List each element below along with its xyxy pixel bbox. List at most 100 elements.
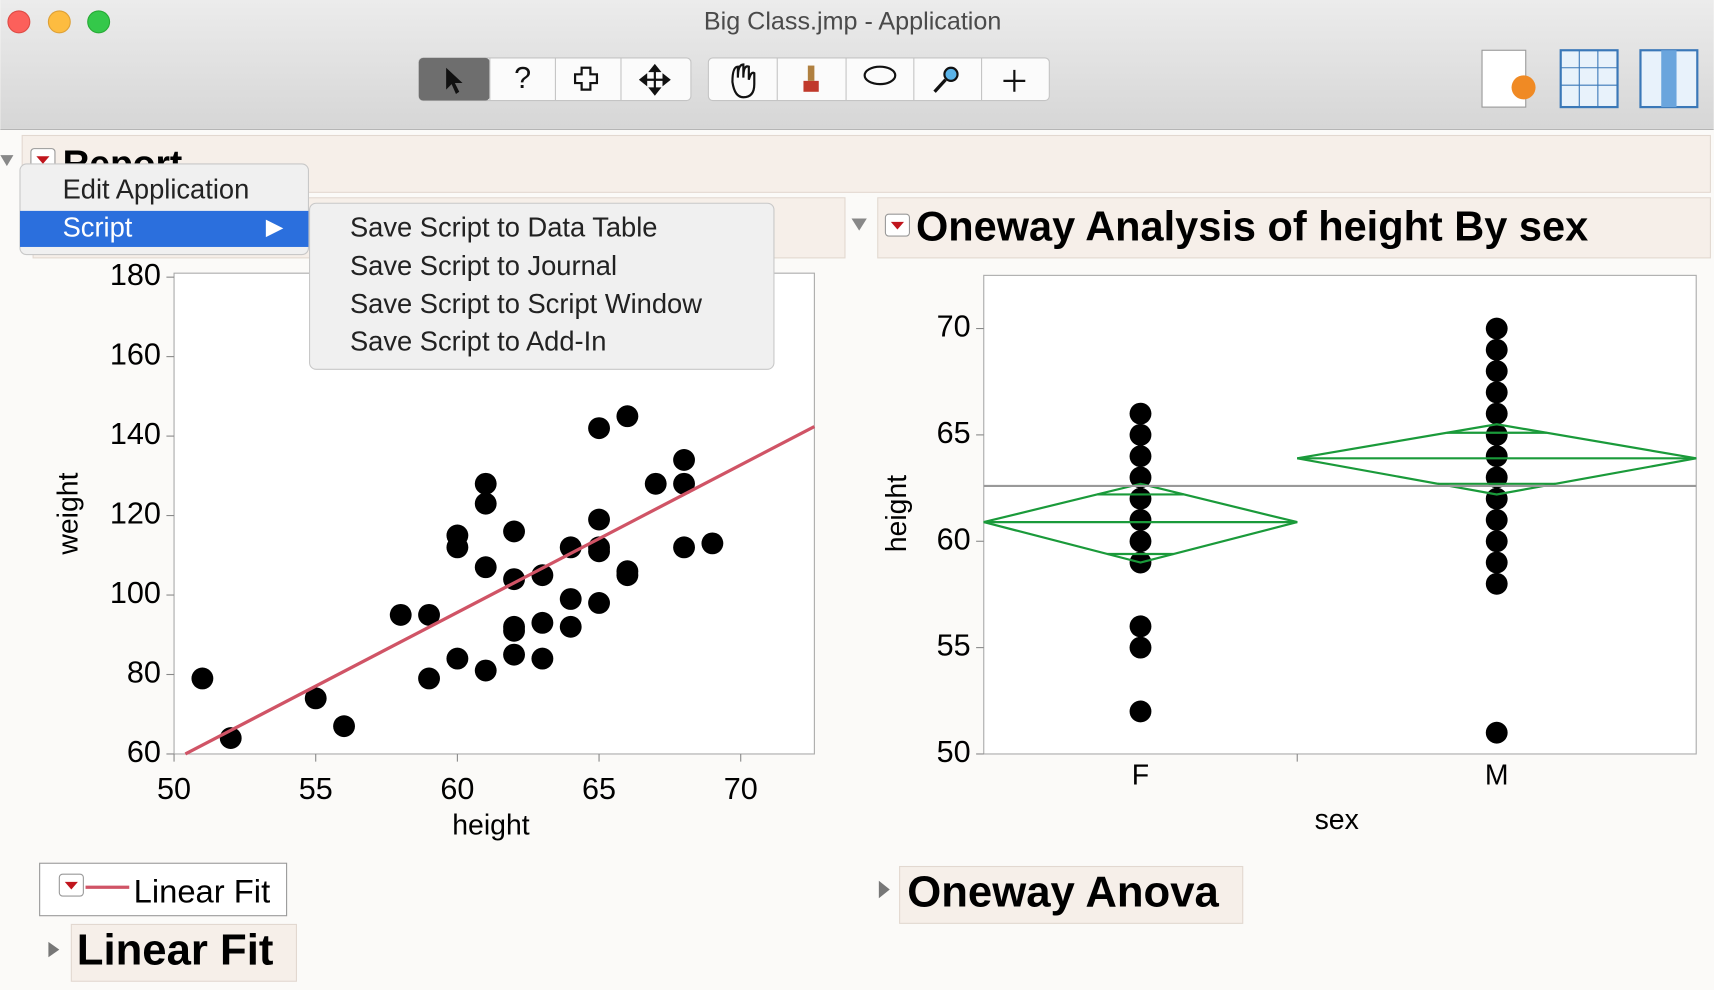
data-point [474, 492, 497, 515]
anova-disclosure[interactable] [878, 880, 890, 899]
y-axis-label: height [881, 475, 913, 553]
y-tick-label: 180 [110, 258, 161, 292]
menu-item[interactable]: Script [63, 212, 133, 243]
data-point [588, 540, 610, 563]
data-point [1485, 551, 1508, 574]
y-tick-label: 80 [127, 656, 161, 690]
y-tick-label: 140 [110, 417, 161, 451]
data-point [588, 417, 610, 440]
arrow-icon [446, 67, 463, 94]
window-title: Big Class.jmp - Application [704, 8, 1001, 36]
x-tick-label: 50 [157, 772, 191, 806]
zoom-button[interactable] [87, 10, 111, 34]
x-tick-label: 60 [440, 772, 474, 806]
data-point [1129, 636, 1152, 659]
y-tick-label: 100 [110, 576, 161, 610]
data-point [559, 615, 582, 638]
red-triangle-icon [64, 881, 78, 890]
data-point [701, 532, 724, 555]
data-point [588, 508, 610, 531]
data-point [616, 405, 639, 428]
data-point [1129, 445, 1152, 468]
submenu-item[interactable]: Save Script to Script Window [350, 288, 702, 319]
y-tick-label: 50 [937, 735, 971, 769]
data-point [1485, 445, 1508, 468]
data-point [531, 611, 554, 634]
brush-handle [807, 65, 815, 81]
data-point [191, 667, 214, 690]
table-grid [1560, 50, 1618, 108]
move-tool[interactable] [638, 63, 671, 96]
menu-item[interactable]: Edit Application [63, 173, 250, 204]
lasso-tool[interactable] [863, 65, 897, 86]
y-axis-label: weight [53, 472, 85, 555]
data-point [474, 472, 497, 495]
menu-highlight [19, 210, 309, 247]
data-point [673, 472, 695, 495]
data-point [1485, 530, 1508, 553]
data-point [446, 536, 469, 559]
data-point [1129, 402, 1152, 425]
jmp-home-badge [1511, 75, 1536, 100]
data-point [1485, 721, 1508, 744]
x-tick-label: M [1485, 759, 1509, 791]
anova-outline-bar [899, 865, 1244, 924]
data-point [1129, 615, 1152, 638]
x-tick-label: F [1132, 759, 1149, 791]
data-point [673, 449, 695, 471]
anova-outline-title: Oneway Anova [907, 867, 1219, 916]
submenu-item[interactable]: Save Script to Journal [350, 250, 617, 281]
crosshair-tool[interactable] [1003, 69, 1026, 92]
data-point [1129, 509, 1152, 531]
fit-outline-bar [70, 923, 297, 982]
plots: 50 55 60 65 70 60 80 100 120 140 160 180 50 55 60 65 70 F… [110, 258, 1697, 806]
tool-group-2 [707, 57, 1050, 102]
help-tool[interactable]: ? [514, 61, 531, 95]
red-triangle-icon [890, 221, 904, 230]
data-point [1129, 487, 1152, 510]
magnifier-tool[interactable] [943, 66, 959, 82]
data-point [474, 556, 497, 579]
y-tick-label: 60 [127, 735, 161, 769]
data-point [1129, 466, 1152, 489]
oneway-outline-bar [877, 197, 1711, 259]
data-point [559, 536, 582, 559]
y-tick-label: 55 [937, 629, 971, 663]
data-point [474, 659, 497, 682]
selection-tool[interactable] [573, 66, 599, 91]
close-button[interactable] [7, 10, 31, 34]
oneway-title: Oneway Analysis of height By sex [916, 202, 1588, 249]
grabber-tool[interactable] [731, 63, 756, 99]
data-point [1485, 509, 1508, 531]
table-icon[interactable] [1559, 49, 1619, 109]
submenu-panel [309, 202, 775, 370]
submenu-item[interactable]: Save Script to Data Table [350, 212, 658, 243]
fit-disclosure[interactable] [48, 941, 60, 958]
x-tick-label: 65 [582, 772, 616, 806]
submenu: Save Script to Data Table Save Script to… [309, 202, 775, 370]
data-point [1129, 423, 1152, 446]
data-point [1485, 381, 1508, 404]
data-point [503, 643, 525, 666]
column-highlight [1661, 50, 1677, 108]
fit-outline-title: Linear Fit [77, 925, 274, 974]
y-tick-label: 60 [937, 522, 971, 556]
fit-line [184, 425, 816, 756]
brush-tool[interactable] [803, 80, 819, 92]
data-point [1485, 360, 1508, 383]
y-tick-label: 65 [937, 416, 971, 450]
data-point [1129, 530, 1152, 553]
data-point [1485, 317, 1508, 340]
data-point [588, 592, 610, 614]
oneway-disclosure[interactable] [851, 218, 867, 231]
data-point [304, 687, 327, 710]
data-point [559, 588, 582, 610]
report-disclosure[interactable] [0, 155, 14, 167]
submenu-item[interactable]: Save Script to Add-In [350, 325, 606, 356]
minimize-button[interactable] [47, 10, 71, 34]
data-point [389, 603, 412, 626]
tool-group-frame [707, 57, 1050, 102]
data-point [503, 520, 525, 543]
